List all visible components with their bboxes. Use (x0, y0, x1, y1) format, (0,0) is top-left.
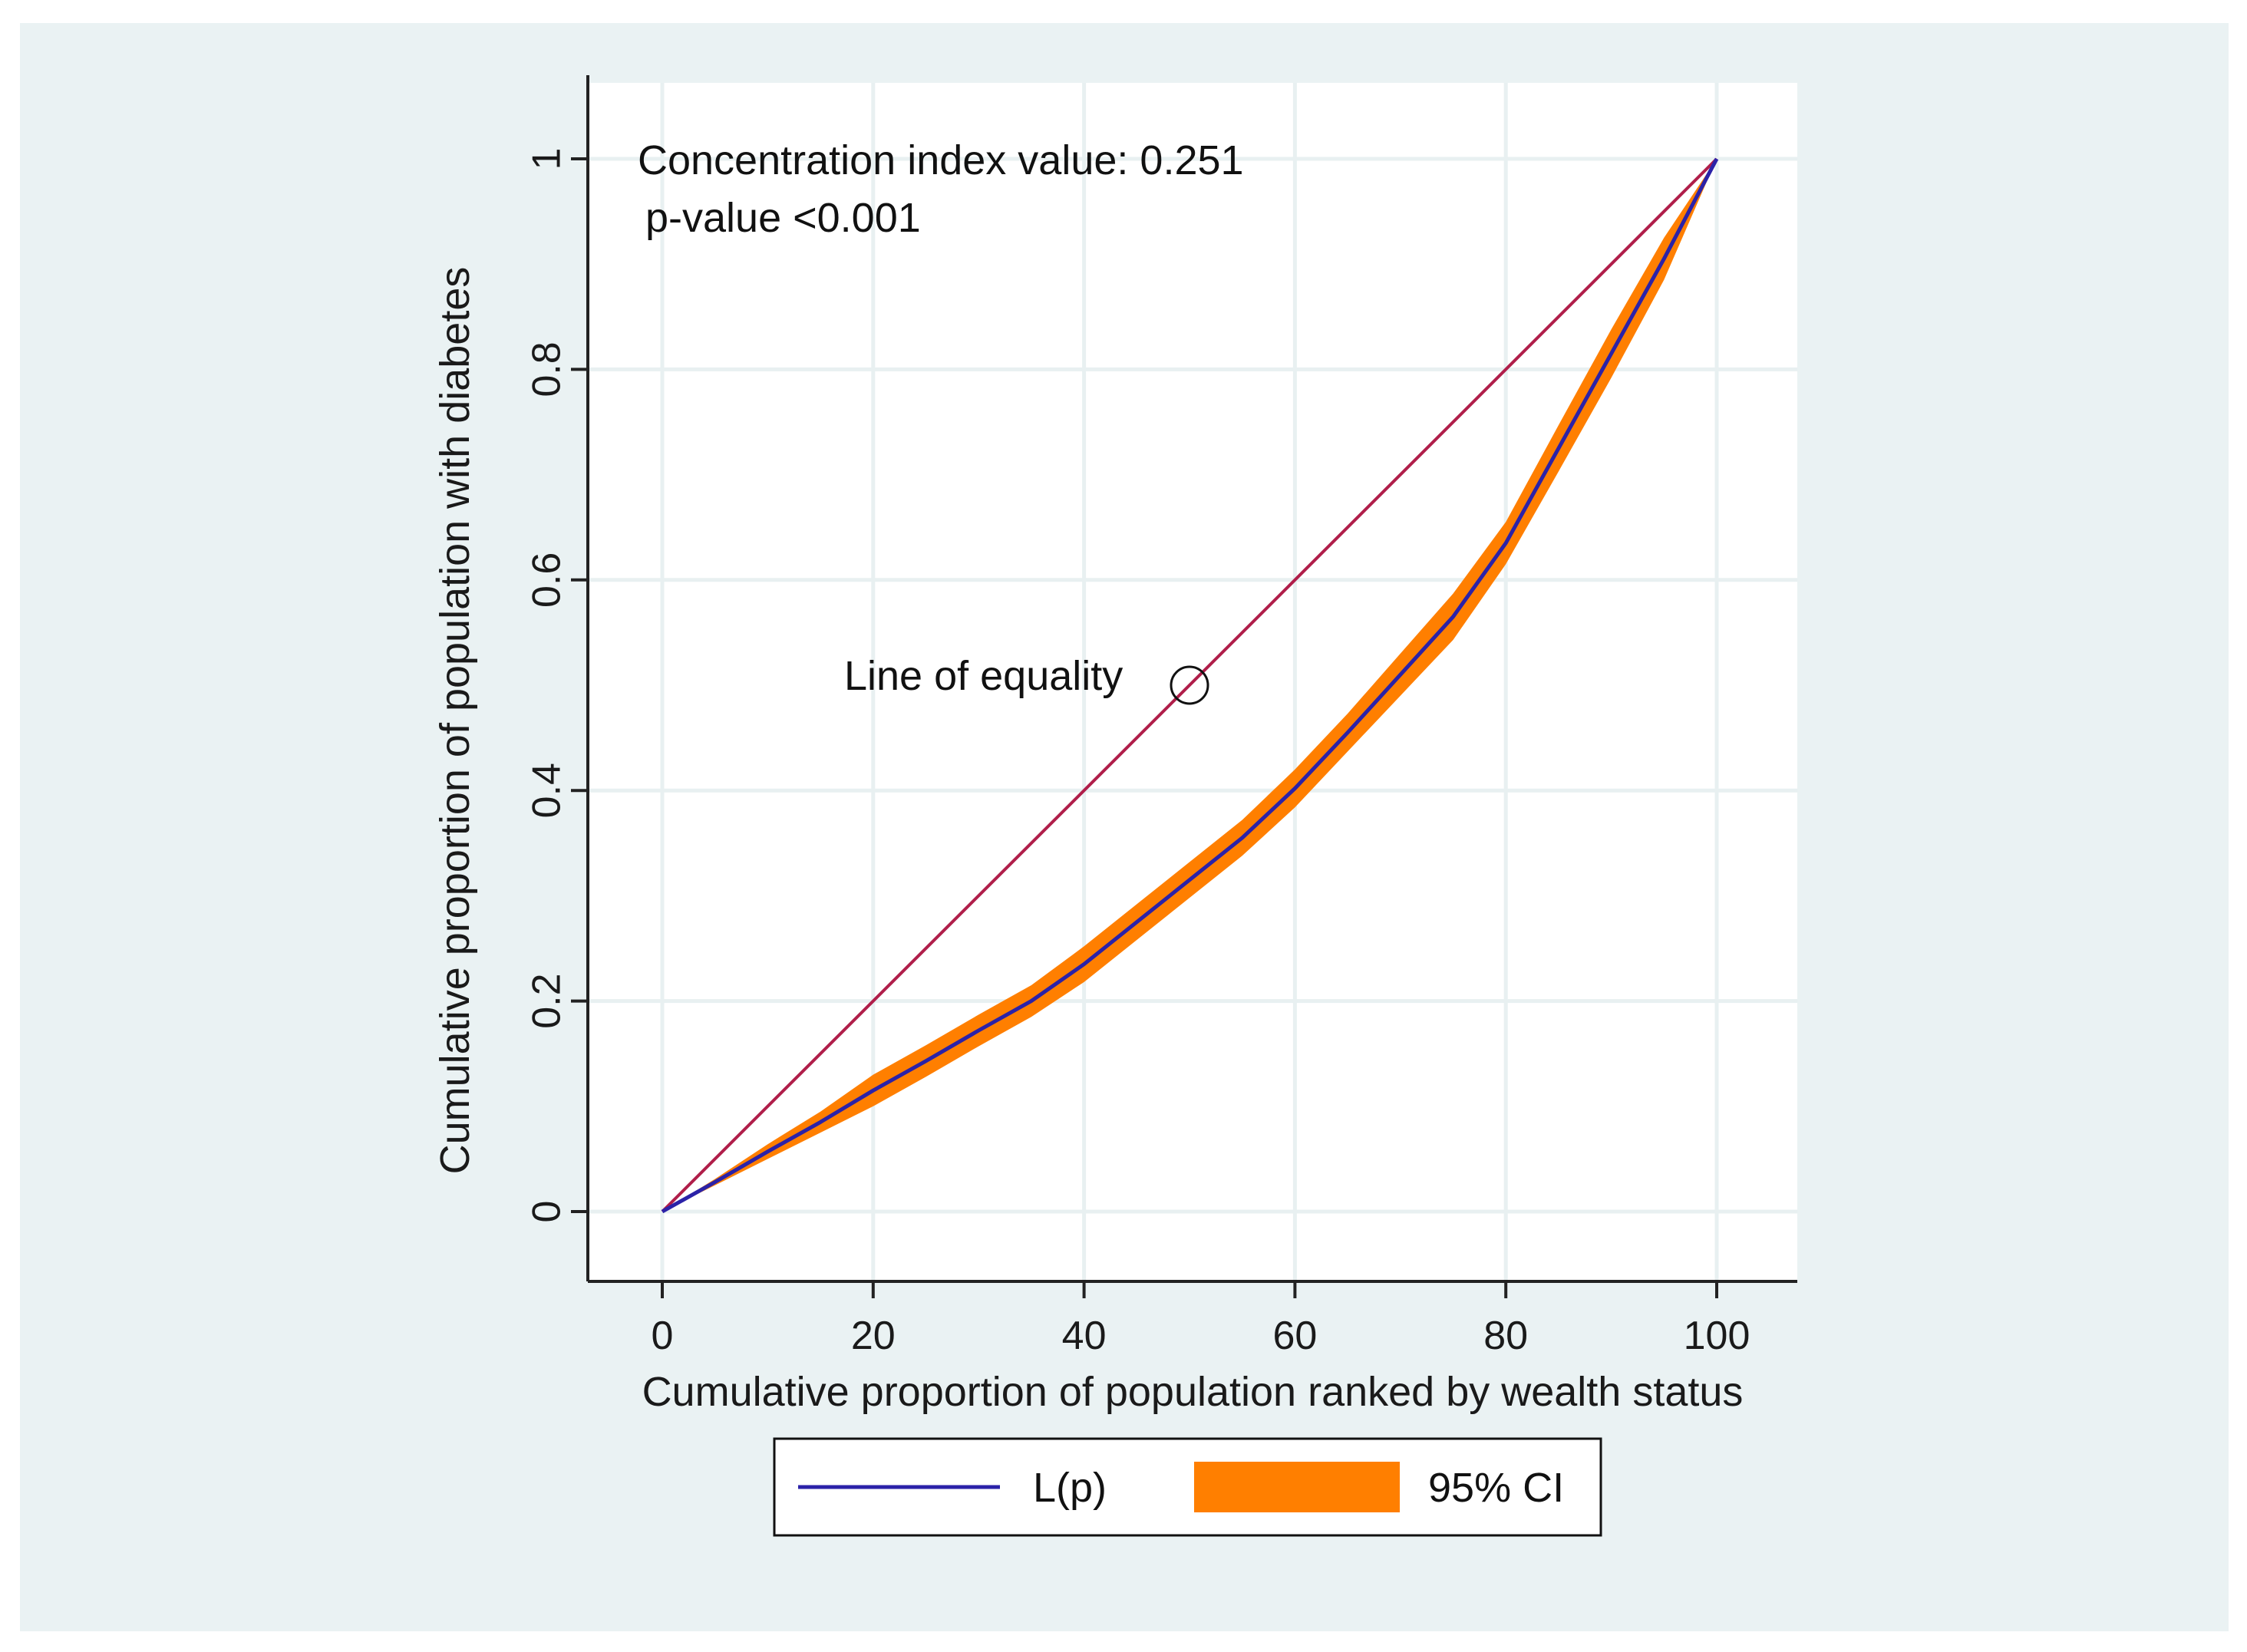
y-tick-label-5: 1 (525, 148, 569, 170)
x-axis-title: Cumulative proportion of population rank… (642, 1369, 1744, 1415)
line-of-equality (661, 157, 1718, 1213)
line-of-equality-label: Line of equality (844, 653, 1123, 699)
x-tick-label-1: 20 (851, 1314, 896, 1358)
lp-curve (661, 157, 1719, 1214)
legend-label-ci: 95% CI (1428, 1465, 1564, 1511)
chart: 0 20 40 60 80 100 0 0.2 0.4 0.6 0.8 1 Concentration… (432, 75, 1797, 1537)
legend-label-lp: L(p) (1033, 1465, 1107, 1511)
concentration-index-label: Concentration index value: 0.251 (638, 137, 1244, 183)
y-axis-title: Cumulative proportion of population with… (432, 267, 478, 1175)
x-tick-label-2: 40 (1062, 1314, 1107, 1358)
p-value-label: p-value <0.001 (645, 195, 921, 241)
figure-panel: 0 20 40 60 80 100 0 0.2 0.4 0.6 0.8 1 Concentration… (20, 23, 2229, 1631)
x-tick-label-3: 60 (1272, 1314, 1317, 1358)
x-tick-label-0: 0 (652, 1314, 674, 1358)
y-tick-label-1: 0.2 (525, 973, 569, 1028)
axes (586, 75, 1797, 1283)
y-tick-label-0: 0 (525, 1201, 569, 1223)
y-tick-label-2: 0.4 (525, 763, 569, 818)
x-tick-label-4: 80 (1483, 1314, 1528, 1358)
legend-swatch-ci (1194, 1462, 1400, 1512)
line-layer (661, 157, 1719, 1214)
y-tick-label-3: 0.6 (525, 552, 569, 608)
x-tick-label-5: 100 (1684, 1314, 1750, 1358)
y-tick-label-4: 0.8 (525, 341, 569, 397)
line-of-equality-marker (1170, 665, 1209, 705)
tick-labels: 0 20 40 60 80 100 0 0.2 0.4 0.6 0.8 1 (525, 148, 1750, 1358)
legend: L(p) 95% CI (773, 1437, 1602, 1537)
